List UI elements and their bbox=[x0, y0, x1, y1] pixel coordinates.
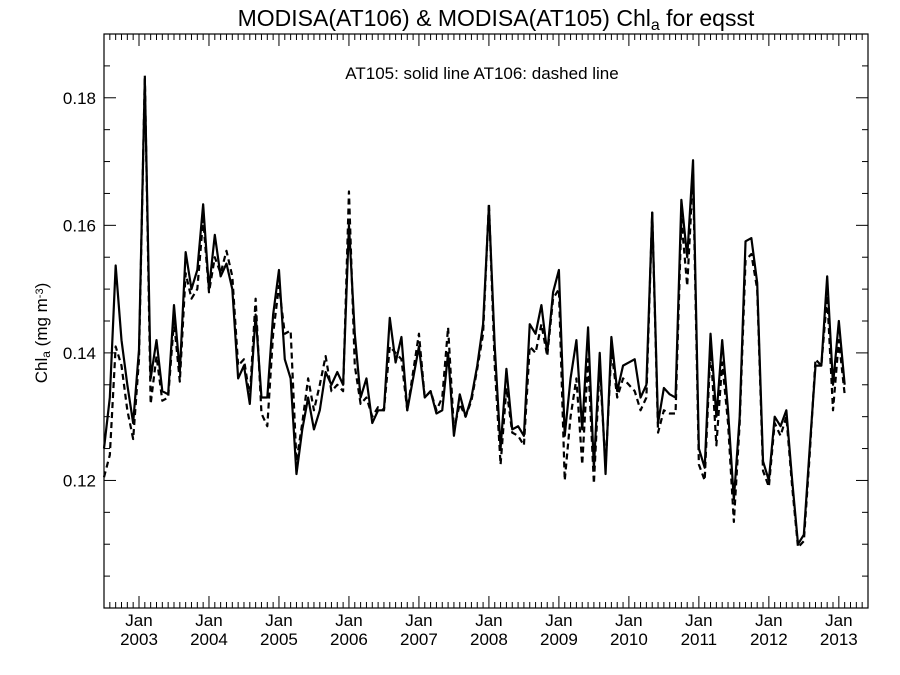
y-axis-label-unit-exponent: -3 bbox=[34, 288, 46, 298]
x-tick-label-month: Jan bbox=[265, 611, 292, 630]
series-line-at106 bbox=[102, 74, 846, 549]
y-axis-label-main: Chl bbox=[32, 358, 51, 384]
x-tick-label-year: 2010 bbox=[610, 630, 648, 649]
chart-title: MODISA(AT106) & MODISA(AT105) Chla for e… bbox=[238, 5, 755, 34]
x-tick-label-month: Jan bbox=[825, 611, 852, 630]
y-axis-label-unit: (mg m bbox=[32, 298, 51, 351]
x-tick-label-year: 2007 bbox=[400, 630, 438, 649]
x-tick-label-month: Jan bbox=[475, 611, 502, 630]
x-tick-label-month: Jan bbox=[545, 611, 572, 630]
x-tick-label-year: 2011 bbox=[681, 630, 718, 649]
series-group bbox=[102, 74, 846, 549]
chart-title-main: MODISA(AT106) & MODISA(AT105) Chl bbox=[238, 5, 651, 31]
plot-frame bbox=[103, 33, 869, 609]
x-tick-label-year: 2003 bbox=[120, 630, 158, 649]
x-tick-label-month: Jan bbox=[335, 611, 362, 630]
y-tick-label: 0.16 bbox=[63, 216, 96, 235]
x-tick-label-year: 2004 bbox=[190, 630, 228, 649]
x-tick-label-month: Jan bbox=[195, 611, 222, 630]
x-tick-label-year: 2009 bbox=[540, 630, 578, 649]
x-tick-label-month: Jan bbox=[615, 611, 642, 630]
y-axis-label: Chla (mg m-3) bbox=[32, 283, 53, 384]
x-axis: Jan2003Jan2004Jan2005Jan2006Jan2007Jan20… bbox=[103, 34, 869, 649]
y-axis-label-subscript: a bbox=[39, 351, 53, 358]
x-tick-label-year: 2008 bbox=[470, 630, 508, 649]
x-tick-label-month: Jan bbox=[125, 611, 152, 630]
y-tick-label: 0.18 bbox=[63, 89, 96, 108]
x-tick-label-month: Jan bbox=[755, 611, 782, 630]
x-tick-label-year: 2013 bbox=[820, 630, 858, 649]
y-tick-label: 0.12 bbox=[63, 471, 96, 490]
series-line-at105 bbox=[102, 77, 846, 546]
x-tick-label-year: 2006 bbox=[330, 630, 368, 649]
chart-annotation: AT105: solid line AT106: dashed line bbox=[345, 64, 618, 83]
x-tick-label-month: Jan bbox=[685, 611, 712, 630]
x-tick-label-year: 2012 bbox=[750, 630, 788, 649]
x-tick-label-year: 2005 bbox=[260, 630, 298, 649]
x-tick-label-month: Jan bbox=[405, 611, 432, 630]
chart-title-subscript: a bbox=[651, 17, 660, 34]
y-axis-label-unit-close: ) bbox=[32, 283, 51, 289]
chart-title-tail: for eqsst bbox=[660, 5, 755, 31]
y-axis: 0.12 0.14 0.16 0.18 bbox=[63, 33, 868, 609]
y-tick-label: 0.14 bbox=[63, 344, 96, 363]
